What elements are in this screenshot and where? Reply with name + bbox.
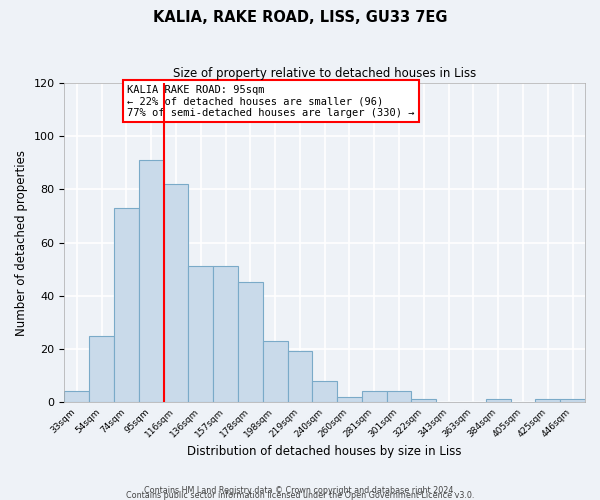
Text: KALIA RAKE ROAD: 95sqm
← 22% of detached houses are smaller (96)
77% of semi-det: KALIA RAKE ROAD: 95sqm ← 22% of detached… [127, 84, 415, 118]
Bar [386, 392, 412, 402]
Bar [213, 266, 238, 402]
Bar [337, 396, 362, 402]
Bar [412, 400, 436, 402]
X-axis label: Distribution of detached houses by size in Liss: Distribution of detached houses by size … [187, 444, 462, 458]
Y-axis label: Number of detached properties: Number of detached properties [15, 150, 28, 336]
Bar [64, 392, 89, 402]
Bar [188, 266, 213, 402]
Text: KALIA, RAKE ROAD, LISS, GU33 7EG: KALIA, RAKE ROAD, LISS, GU33 7EG [153, 10, 447, 25]
Bar [535, 400, 560, 402]
Bar [238, 282, 263, 402]
Bar [362, 392, 386, 402]
Bar [164, 184, 188, 402]
Bar [486, 400, 511, 402]
Bar [139, 160, 164, 402]
Bar [114, 208, 139, 402]
Bar [313, 380, 337, 402]
Bar [89, 336, 114, 402]
Text: Contains public sector information licensed under the Open Government Licence v3: Contains public sector information licen… [126, 491, 474, 500]
Text: Contains HM Land Registry data © Crown copyright and database right 2024.: Contains HM Land Registry data © Crown c… [144, 486, 456, 495]
Bar [560, 400, 585, 402]
Bar [263, 341, 287, 402]
Bar [287, 352, 313, 402]
Title: Size of property relative to detached houses in Liss: Size of property relative to detached ho… [173, 68, 476, 80]
